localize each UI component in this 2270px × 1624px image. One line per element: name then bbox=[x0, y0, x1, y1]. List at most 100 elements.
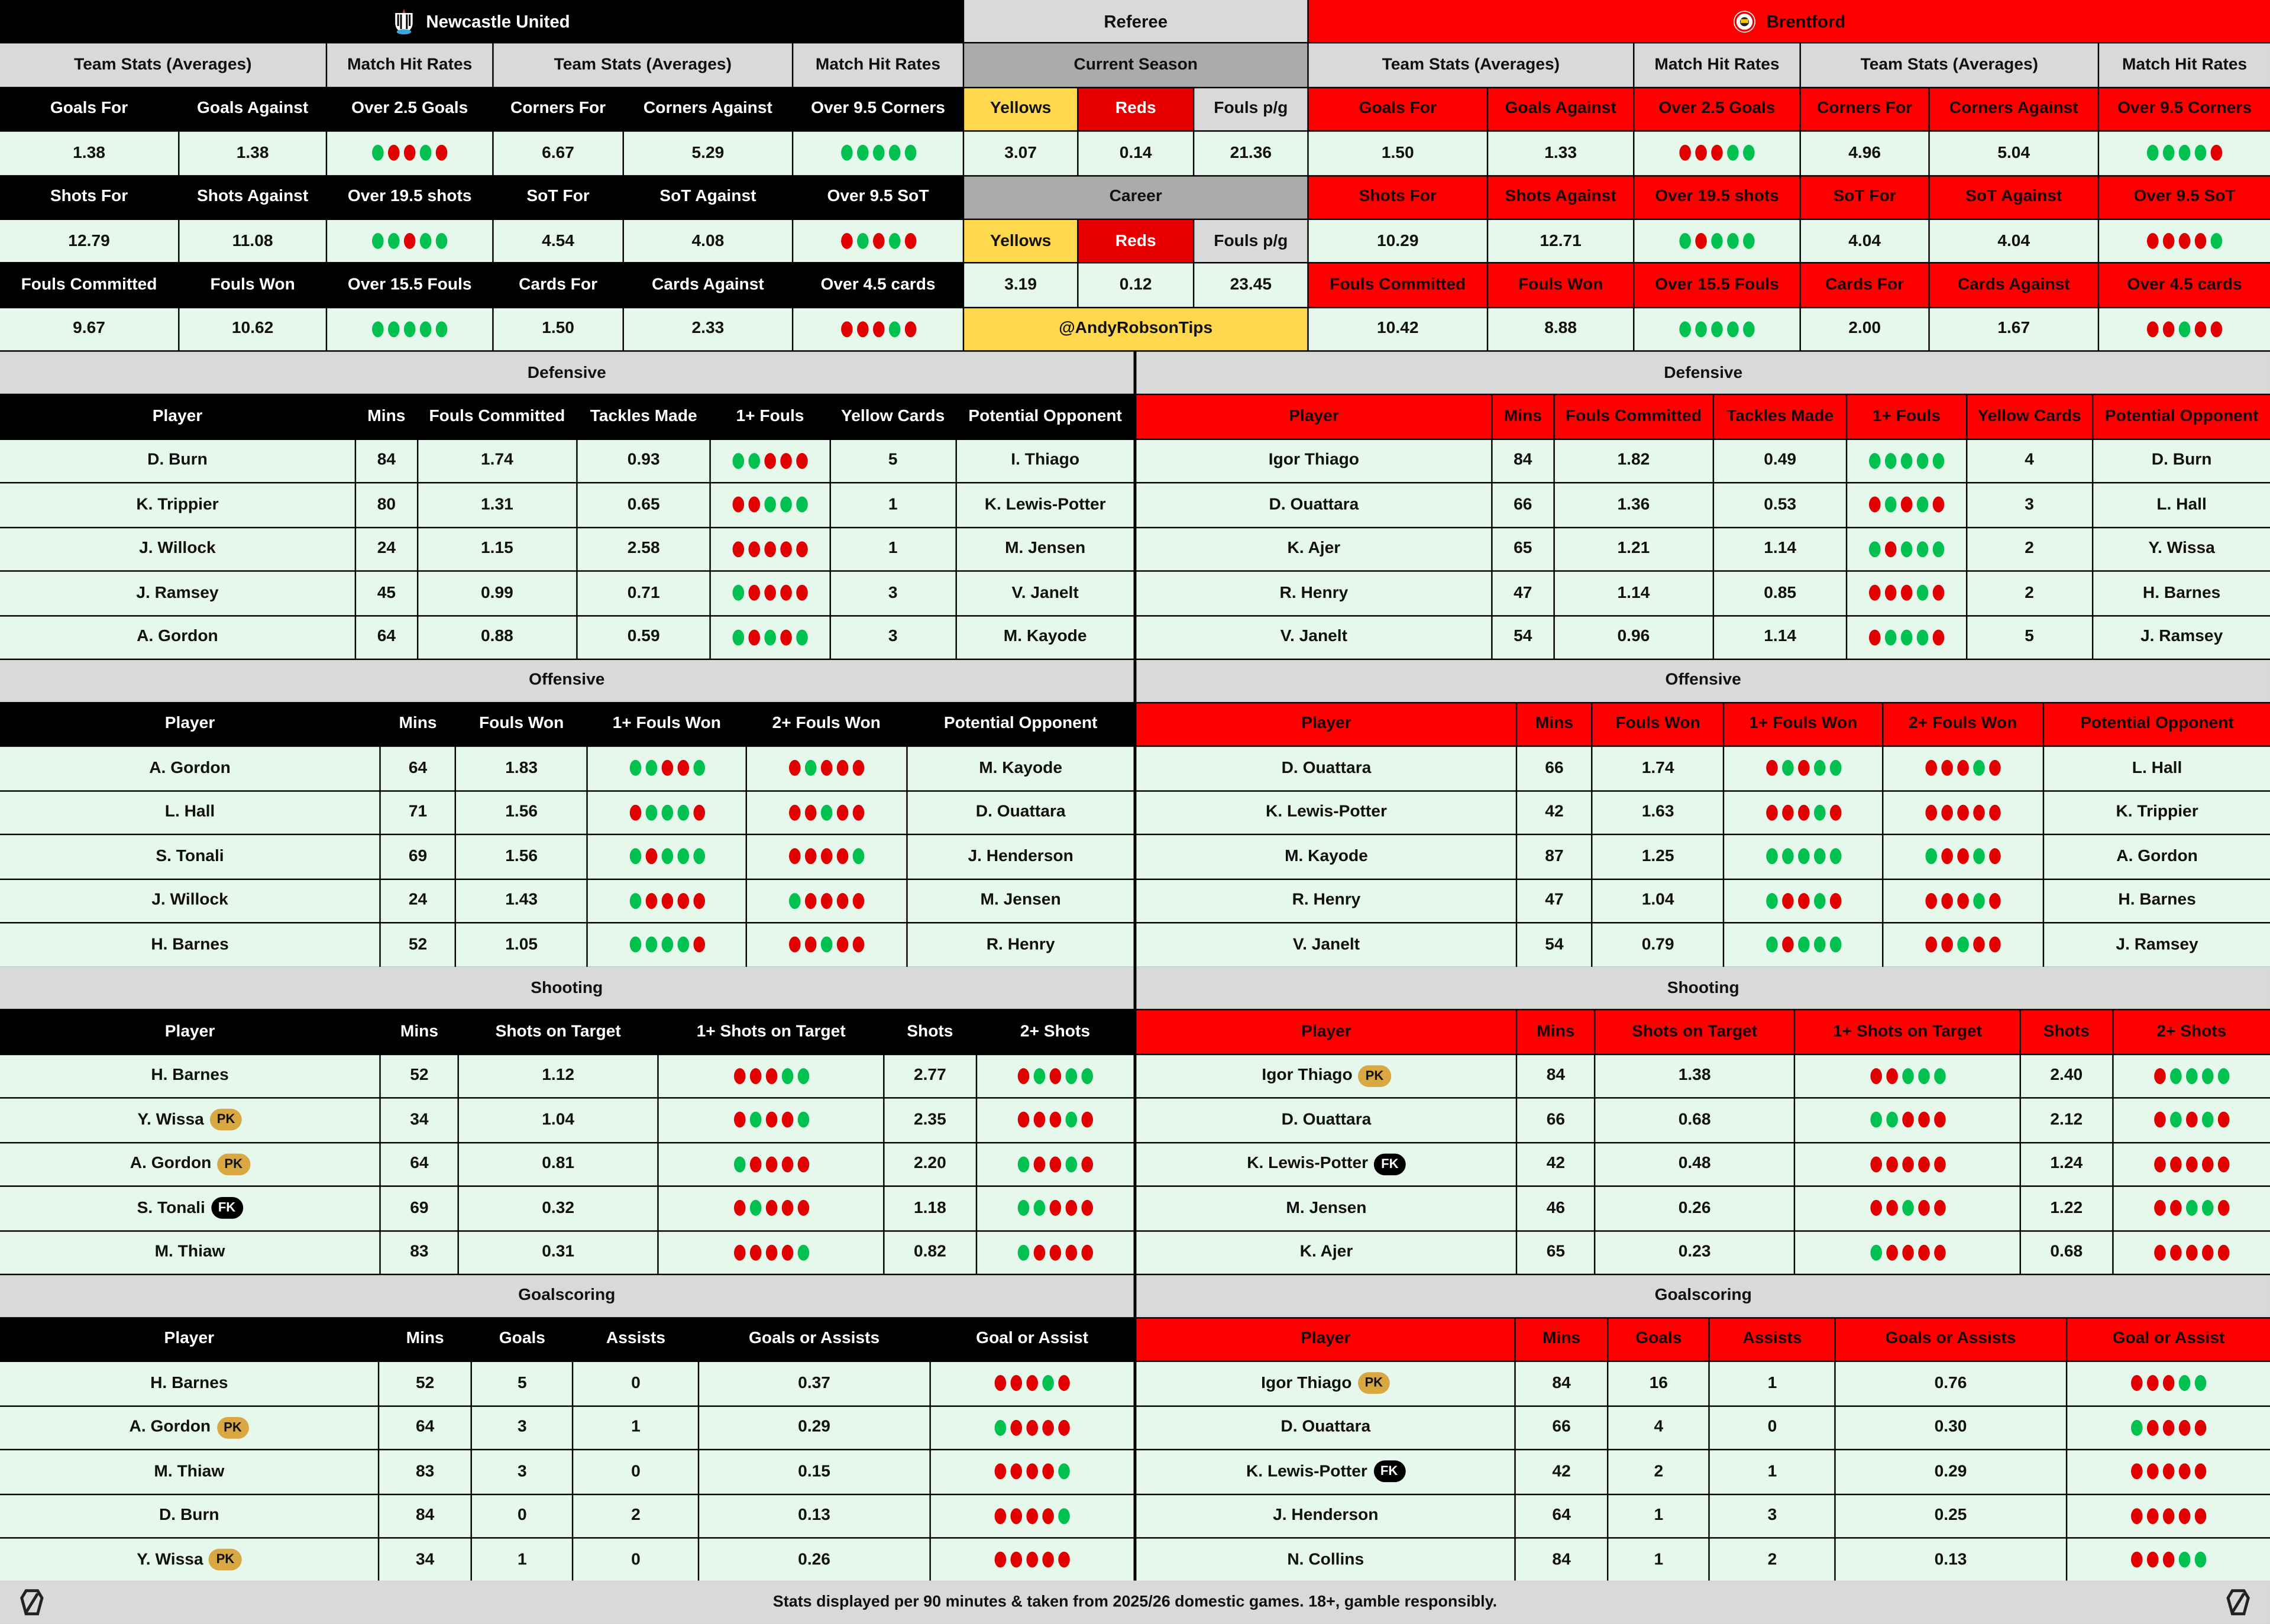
player-name: J. Henderson bbox=[1273, 1507, 1379, 1525]
player-name-cell: J. Willock bbox=[0, 528, 355, 571]
brentford-crest-icon bbox=[1734, 10, 1756, 33]
hit-rate-dots bbox=[1925, 892, 2001, 909]
hit-dot bbox=[820, 804, 833, 821]
miss-dot bbox=[733, 1244, 745, 1261]
stat-hit-rate bbox=[2099, 132, 2270, 174]
stat-label: Over 19.5 shots bbox=[1634, 176, 1800, 219]
miss-dot bbox=[764, 541, 776, 557]
column-header: Goal or Assist bbox=[2067, 1318, 2270, 1361]
hit-rate-cell bbox=[1883, 835, 2043, 878]
hit-rate-cell bbox=[711, 528, 829, 571]
hit-dot bbox=[2185, 1067, 2198, 1084]
hit-rates-header: Match Hit Rates bbox=[2099, 44, 2270, 87]
hit-dot bbox=[1065, 1112, 1077, 1128]
hit-rate-dots bbox=[2130, 1419, 2207, 1436]
hit-dot bbox=[804, 760, 817, 777]
hit-dot bbox=[629, 848, 641, 865]
stat-value: 5.29 bbox=[623, 132, 792, 174]
hit-rate-cell bbox=[1795, 1143, 2020, 1186]
section-title: Shooting bbox=[0, 966, 1134, 1009]
hit-dot bbox=[796, 497, 808, 513]
stat-label: Over 9.5 Corners bbox=[2099, 88, 2270, 131]
player-name-cell: L. Hall bbox=[0, 791, 380, 834]
hit-rate-dots bbox=[1679, 233, 1755, 250]
column-header: 1+ Fouls bbox=[711, 395, 829, 438]
hit-dot bbox=[1081, 1067, 1093, 1084]
miss-dot bbox=[2169, 1244, 2182, 1261]
miss-dot bbox=[1957, 760, 1969, 777]
stat-value: 0 bbox=[574, 1450, 698, 1493]
hit-rate-cell bbox=[2067, 1362, 2270, 1405]
stat-value: 0.96 bbox=[1554, 616, 1713, 659]
hit-rate-dots bbox=[1925, 760, 2001, 777]
hit-rate-cell bbox=[2113, 1186, 2270, 1230]
stat-label: Goals For bbox=[1308, 88, 1487, 131]
hit-dot bbox=[1829, 760, 1841, 777]
column-header: Mins bbox=[1516, 1318, 1607, 1361]
player-name-cell: A. Gordon bbox=[0, 746, 380, 790]
player-name-cell: M. Jensen bbox=[1136, 1186, 1516, 1230]
hit-dot bbox=[1932, 541, 1945, 557]
stat-label: Over 2.5 Goals bbox=[327, 88, 493, 131]
hit-dot bbox=[1797, 848, 1809, 865]
miss-dot bbox=[2185, 1156, 2198, 1172]
player-name: L. Hall bbox=[164, 803, 215, 821]
section-table: Player Mins Fouls Committed Tackles Made 1+ … bbox=[0, 395, 1134, 659]
stat-label: Shots For bbox=[0, 176, 179, 219]
stat-value: 84 bbox=[1517, 1054, 1594, 1098]
stat-label: Fouls Won bbox=[179, 264, 326, 306]
stat-value: 1.14 bbox=[1554, 571, 1713, 614]
hit-rate-dots bbox=[788, 760, 864, 777]
hit-rate-dots bbox=[994, 1552, 1070, 1568]
hit-dot bbox=[2169, 1112, 2182, 1128]
miss-dot bbox=[1941, 848, 1953, 865]
miss-dot bbox=[1917, 1112, 1929, 1128]
miss-dot bbox=[804, 848, 817, 865]
free-kick-taker-badge: FK bbox=[1373, 1153, 1406, 1175]
hit-dot bbox=[1957, 937, 1969, 953]
stat-value: 1.15 bbox=[418, 528, 577, 571]
newcastle-crest-icon bbox=[395, 8, 413, 34]
miss-dot bbox=[1058, 1375, 1070, 1392]
hit-dot bbox=[645, 804, 657, 821]
hit-dot bbox=[693, 760, 704, 777]
miss-dot bbox=[1026, 1419, 1038, 1436]
opponent-name: I. Thiago bbox=[956, 439, 1134, 482]
miss-dot bbox=[1933, 1112, 1945, 1128]
hit-dot bbox=[2162, 145, 2175, 161]
player-name-cell: K. Lewis-Potter bbox=[1136, 791, 1516, 834]
miss-dot bbox=[1957, 848, 1969, 865]
social-handle[interactable]: @AndyRobsonTips bbox=[964, 308, 1308, 351]
miss-dot bbox=[1695, 233, 1707, 250]
stat-value: 0.85 bbox=[1713, 571, 1847, 614]
hit-rate-dots bbox=[2146, 321, 2223, 337]
hit-rate-cell bbox=[2067, 1406, 2270, 1449]
miss-dot bbox=[1932, 629, 1945, 645]
miss-dot bbox=[2146, 321, 2159, 337]
hit-dot bbox=[372, 145, 384, 161]
column-header: Player bbox=[1136, 1010, 1516, 1053]
miss-dot bbox=[1870, 1156, 1882, 1172]
miss-dot bbox=[1797, 892, 1809, 909]
miss-dot bbox=[1049, 1156, 1061, 1172]
miss-dot bbox=[645, 892, 657, 909]
hit-dot bbox=[1900, 629, 1913, 645]
miss-dot bbox=[804, 937, 817, 953]
hit-dot bbox=[645, 937, 657, 953]
miss-dot bbox=[1781, 937, 1793, 953]
opponent-name: K. Trippier bbox=[2044, 791, 2270, 834]
miss-dot bbox=[1010, 1419, 1022, 1436]
hit-rates-header: Match Hit Rates bbox=[327, 44, 493, 87]
miss-dot bbox=[836, 760, 848, 777]
player-name-cell: K. Lewis-Potter FK bbox=[1136, 1450, 1515, 1493]
hit-dot bbox=[781, 1067, 793, 1084]
miss-dot bbox=[1900, 585, 1913, 601]
penalty-taker-badge: PK bbox=[216, 1416, 250, 1439]
miss-dot bbox=[797, 1200, 809, 1217]
player-name: Igor Thiago bbox=[1262, 1067, 1353, 1085]
referee-current-reds: 0.14 bbox=[1078, 132, 1193, 174]
hit-rate-cell bbox=[711, 616, 829, 659]
miss-dot bbox=[1957, 892, 1969, 909]
hit-dot bbox=[1900, 541, 1913, 557]
referee-current-yellows: 3.07 bbox=[964, 132, 1078, 174]
